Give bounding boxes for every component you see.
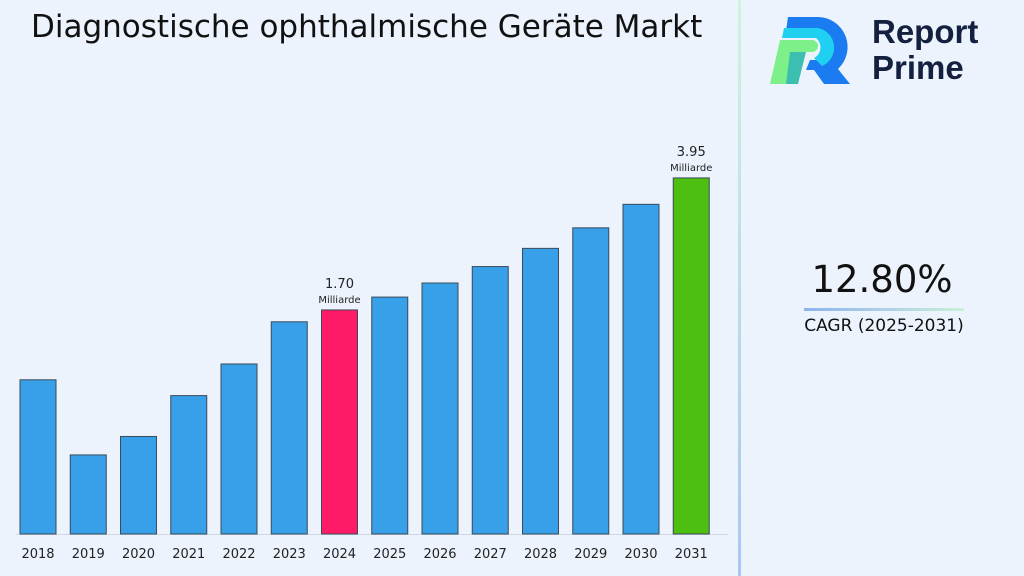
- data-label-unit-2024: Milliarde: [318, 295, 360, 306]
- x-tick-label-2023: 2023: [273, 547, 306, 562]
- bar-2023: [270, 321, 308, 535]
- bar-2019: [69, 454, 107, 535]
- x-tick-label-2019: 2019: [72, 547, 105, 562]
- x-tick-label-2027: 2027: [474, 547, 507, 562]
- x-tick-label-2031: 2031: [675, 547, 708, 562]
- page-title: Diagnostische ophthalmische Geräte Markt: [31, 9, 703, 45]
- x-tick-label-2022: 2022: [222, 547, 255, 562]
- x-tick-label-2030: 2030: [624, 547, 657, 562]
- x-tick-label-2025: 2025: [373, 547, 406, 562]
- bar-chart: 2018 2019 2020 2021 2022 2023 2024 1.70 Milliard…: [16, 145, 728, 562]
- bar-2027: [471, 266, 509, 535]
- cagr-value: 12.80%: [811, 258, 953, 301]
- bar-2025: [371, 296, 409, 535]
- x-tick-label-2020: 2020: [122, 547, 155, 562]
- cagr-underline: [804, 308, 964, 311]
- x-tick-label-2029: 2029: [574, 547, 607, 562]
- x-tick-label-2021: 2021: [172, 547, 205, 562]
- logo-r-icon: [770, 17, 850, 84]
- bar-2029: [572, 227, 610, 535]
- cagr-label: CAGR (2025-2031): [804, 316, 964, 336]
- bar-2018: [19, 379, 57, 535]
- bar-2030: [622, 203, 660, 535]
- x-tick-label-2018: 2018: [21, 547, 54, 562]
- bar-2031: [672, 177, 710, 535]
- x-tick-label-2026: 2026: [423, 547, 456, 562]
- x-tick-label-2028: 2028: [524, 547, 557, 562]
- bar-2021: [170, 395, 208, 535]
- data-label-unit-2031: Milliarde: [670, 163, 712, 174]
- bar-2022: [220, 363, 258, 535]
- data-label-value-2024: 1.70: [325, 277, 354, 292]
- logo-line2: Prime: [872, 49, 964, 86]
- divider: [738, 0, 741, 576]
- bar-2028: [522, 247, 559, 535]
- report-prime-logo: Report Prime: [766, 14, 1006, 89]
- bar-2020: [120, 435, 157, 535]
- bar-2024: [321, 309, 358, 535]
- bar-2026: [421, 282, 459, 535]
- x-tick-label-2024: 2024: [323, 547, 356, 562]
- logo-line1: Report: [872, 13, 979, 50]
- data-label-value-2031: 3.95: [677, 145, 706, 160]
